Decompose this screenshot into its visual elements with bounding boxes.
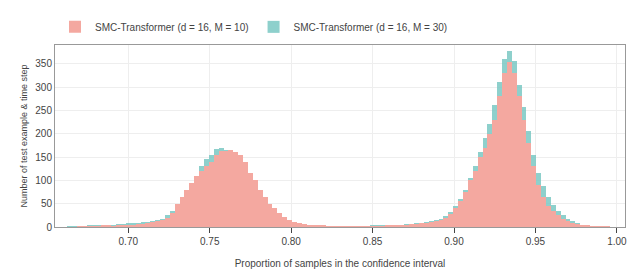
svg-text:0.90: 0.90 (444, 236, 464, 247)
svg-text:SMC-Transformer (d = 16, M = 3: SMC-Transformer (d = 16, M = 30) (294, 22, 448, 33)
svg-text:300: 300 (35, 82, 52, 93)
svg-text:0.80: 0.80 (281, 236, 301, 247)
svg-text:0.95: 0.95 (526, 236, 546, 247)
svg-text:350: 350 (35, 58, 52, 69)
svg-text:Proportion of samples in the c: Proportion of samples in the confidence … (235, 258, 446, 269)
svg-text:Number of test example & time: Number of test example & time step (19, 64, 29, 207)
svg-text:200: 200 (35, 128, 52, 139)
svg-text:250: 250 (35, 105, 52, 116)
svg-text:1.00: 1.00 (607, 236, 627, 247)
svg-text:SMC-Transformer (d = 16, M = 1: SMC-Transformer (d = 16, M = 10) (95, 22, 249, 33)
svg-text:0.75: 0.75 (200, 236, 220, 247)
svg-text:0.85: 0.85 (363, 236, 383, 247)
svg-text:0: 0 (46, 222, 52, 233)
svg-text:100: 100 (35, 175, 52, 186)
svg-text:50: 50 (41, 198, 53, 209)
svg-text:150: 150 (35, 152, 52, 163)
svg-text:0.70: 0.70 (119, 236, 139, 247)
